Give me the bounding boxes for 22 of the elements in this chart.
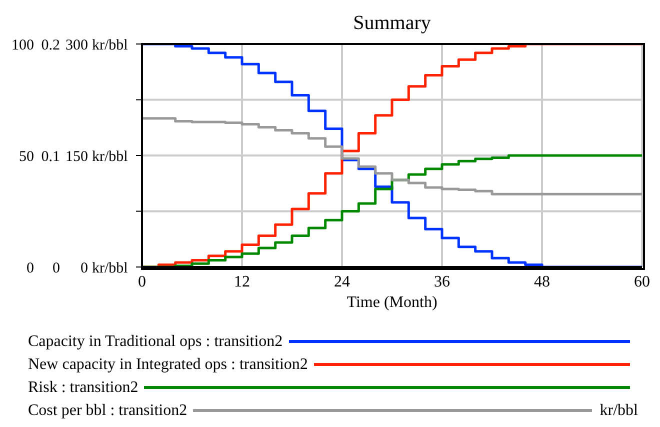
y-tick-label: 100 bbox=[12, 37, 34, 54]
x-tick-label: 36 bbox=[434, 273, 450, 290]
x-tick-label: 48 bbox=[534, 273, 550, 290]
y-tick-label: 50 bbox=[19, 148, 34, 165]
legend-label: New capacity in Integrated ops : transition2 bbox=[28, 356, 308, 374]
x-tick-label: 24 bbox=[334, 273, 350, 290]
x-tick-label: 60 bbox=[634, 273, 650, 290]
x-tick-label: 12 bbox=[234, 273, 250, 290]
y2-tick-label: 0 bbox=[52, 260, 60, 276]
y2-tick-label: 0.2 bbox=[41, 37, 60, 54]
text: kr/bbl bbox=[600, 402, 638, 420]
y-tick-label: 0 bbox=[26, 260, 34, 276]
x-axis-title: Time (Month) bbox=[346, 294, 438, 311]
chart-title: Summary bbox=[352, 12, 432, 35]
y3-tick-label: 150 kr/bbl bbox=[66, 148, 128, 165]
y3-tick-label: 300 kr/bbl bbox=[66, 37, 128, 54]
legend-label: Risk : transition2 bbox=[28, 378, 138, 396]
y2-tick-label: 0.1 bbox=[41, 148, 60, 165]
y3-tick-label: 0 kr/bbl bbox=[80, 260, 128, 276]
x-tick-label: 0 bbox=[138, 273, 146, 290]
legend-label: Capacity in Traditional ops : transition2 bbox=[28, 332, 283, 350]
legend-label: Cost per bbl : transition2 bbox=[28, 402, 188, 420]
